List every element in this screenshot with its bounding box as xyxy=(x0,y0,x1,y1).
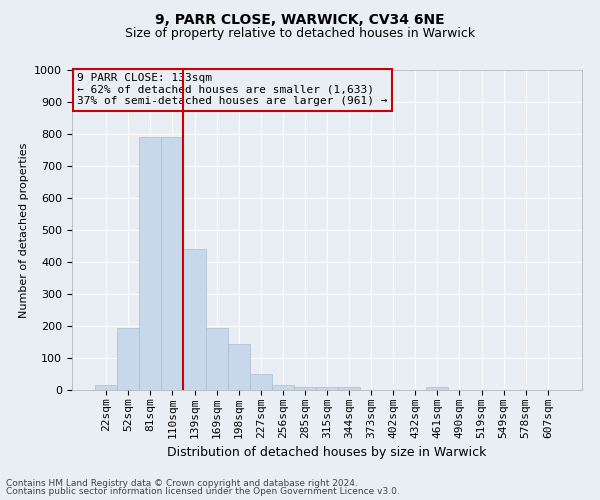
Bar xyxy=(184,249,206,390)
Y-axis label: Number of detached properties: Number of detached properties xyxy=(19,142,29,318)
Bar xyxy=(316,387,338,390)
Bar xyxy=(117,328,139,390)
Bar xyxy=(227,344,250,390)
Bar xyxy=(139,137,161,390)
Text: Size of property relative to detached houses in Warwick: Size of property relative to detached ho… xyxy=(125,28,475,40)
Bar xyxy=(161,137,184,390)
Bar xyxy=(427,387,448,390)
Bar xyxy=(95,385,117,390)
X-axis label: Distribution of detached houses by size in Warwick: Distribution of detached houses by size … xyxy=(167,446,487,460)
Bar xyxy=(294,387,316,390)
Text: 9 PARR CLOSE: 133sqm
← 62% of detached houses are smaller (1,633)
37% of semi-de: 9 PARR CLOSE: 133sqm ← 62% of detached h… xyxy=(77,73,388,106)
Text: Contains HM Land Registry data © Crown copyright and database right 2024.: Contains HM Land Registry data © Crown c… xyxy=(6,478,358,488)
Bar xyxy=(338,387,360,390)
Bar xyxy=(272,385,294,390)
Text: 9, PARR CLOSE, WARWICK, CV34 6NE: 9, PARR CLOSE, WARWICK, CV34 6NE xyxy=(155,12,445,26)
Bar xyxy=(206,328,227,390)
Text: Contains public sector information licensed under the Open Government Licence v3: Contains public sector information licen… xyxy=(6,487,400,496)
Bar xyxy=(250,374,272,390)
